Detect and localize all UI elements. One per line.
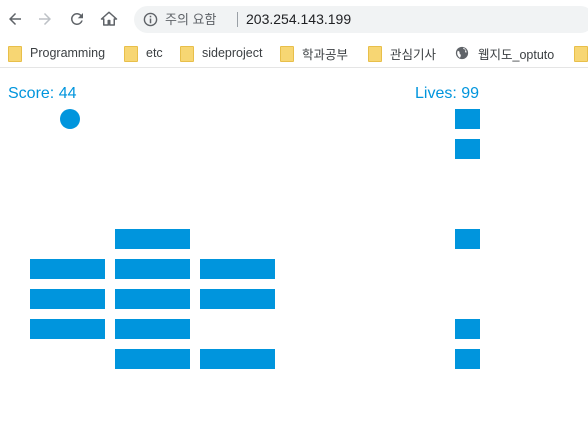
home-icon	[100, 11, 118, 26]
lives-text: Lives: 99	[415, 85, 480, 102]
bookmark-label: 관심기사	[390, 47, 437, 62]
bookmark-label: etc	[146, 46, 163, 60]
brick	[115, 349, 190, 369]
folder-icon	[124, 46, 138, 62]
address-bar[interactable]: 주의 요함 203.254.143.199	[134, 6, 588, 33]
ball	[60, 109, 80, 129]
brick	[200, 349, 275, 369]
reload-button[interactable]	[65, 7, 89, 31]
brick	[115, 319, 190, 339]
address-divider	[237, 12, 238, 27]
brick	[115, 289, 190, 309]
back-button[interactable]	[3, 7, 27, 31]
bookmark-study[interactable]: 학과공부	[280, 44, 348, 62]
bookmark-label: Programming	[30, 46, 106, 60]
right-block	[455, 349, 480, 369]
right-block	[455, 109, 480, 129]
bookmarks-bar: Programming etc sideproject 학과공부 관심기사 웹지…	[0, 38, 588, 68]
folder-icon	[368, 46, 382, 62]
brick	[115, 229, 190, 249]
back-arrow-icon	[9, 13, 21, 25]
globe-icon	[455, 46, 469, 60]
right-block	[455, 139, 480, 159]
browser-toolbar: 주의 요함 203.254.143.199	[0, 0, 588, 38]
folder-icon	[574, 46, 588, 62]
bookmark-label: 학과공부	[302, 47, 349, 62]
forward-button[interactable]	[33, 7, 57, 31]
right-block	[455, 229, 480, 249]
brick	[200, 289, 275, 309]
folder-icon	[180, 46, 194, 62]
bookmark-overflow[interactable]	[574, 44, 588, 62]
brick	[30, 289, 105, 309]
bookmark-webmap[interactable]: 웹지도_optuto	[455, 44, 554, 62]
right-block	[455, 319, 480, 339]
security-label[interactable]: 주의 요함	[165, 12, 217, 27]
bookmark-label: 웹지도_optuto	[478, 47, 555, 62]
brick	[30, 259, 105, 279]
forward-arrow-icon	[39, 13, 51, 25]
bookmark-programming[interactable]: Programming	[8, 44, 105, 62]
bookmark-articles[interactable]: 관심기사	[368, 44, 436, 62]
info-icon[interactable]	[143, 12, 158, 27]
brick	[115, 259, 190, 279]
home-button[interactable]	[97, 7, 121, 31]
url-text[interactable]: 203.254.143.199	[246, 11, 352, 27]
score-text: Score: 44	[8, 85, 77, 102]
bookmark-label: sideproject	[202, 46, 263, 60]
brick	[200, 259, 275, 279]
brick	[30, 319, 105, 339]
folder-icon	[8, 46, 22, 62]
reload-icon	[70, 12, 83, 25]
game-canvas[interactable]: Score: 44 Lives: 99	[0, 69, 588, 435]
bookmark-sideproject[interactable]: sideproject	[180, 44, 262, 62]
folder-icon	[280, 46, 294, 62]
bookmark-etc[interactable]: etc	[124, 44, 163, 62]
